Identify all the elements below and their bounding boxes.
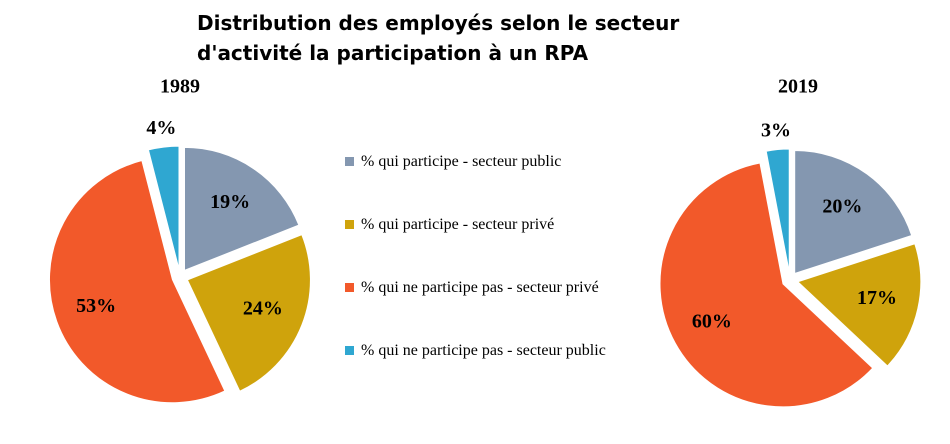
- data-label: 3%: [761, 119, 791, 141]
- legend-label: % qui ne participe pas - secteur public: [361, 342, 606, 359]
- data-label: 4%: [146, 117, 176, 139]
- legend-swatch: [345, 157, 354, 166]
- legend-swatch: [345, 283, 354, 292]
- legend-item: % qui participe - secteur privé: [345, 215, 615, 278]
- pie-slice: [183, 146, 300, 272]
- legend-label: % qui participe - secteur privé: [361, 216, 555, 233]
- legend: % qui participe - secteur public % qui pa…: [345, 152, 615, 404]
- legend-swatch: [345, 346, 354, 355]
- chart-title: Distribution des employés selon le secte…: [197, 11, 680, 65]
- pie-title: 2019: [778, 76, 818, 98]
- pie-slice: [796, 243, 922, 367]
- pie-slice: [147, 145, 180, 270]
- legend-label: % qui participe - secteur public: [361, 153, 562, 170]
- pie-slice: [48, 159, 226, 404]
- legend-item: % qui participe - secteur public: [345, 152, 615, 215]
- legend-item: % qui ne participe pas - secteur privé: [345, 278, 615, 341]
- pie-slice: [765, 148, 790, 273]
- data-label: 20%: [822, 195, 862, 217]
- pie-slice: [186, 234, 311, 392]
- legend-item: % qui ne participe pas - secteur public: [345, 341, 615, 404]
- legend-label: % qui ne participe pas - secteur privé: [361, 279, 599, 296]
- data-label: 53%: [76, 295, 116, 317]
- data-label: 19%: [210, 191, 250, 213]
- data-label: 60%: [692, 311, 732, 333]
- data-label: 24%: [243, 297, 283, 319]
- legend-swatch: [345, 220, 354, 229]
- pie-title: 1989: [160, 76, 200, 98]
- pie-slice: [794, 150, 913, 275]
- pie-slice: [659, 162, 874, 408]
- data-label: 17%: [857, 287, 897, 309]
